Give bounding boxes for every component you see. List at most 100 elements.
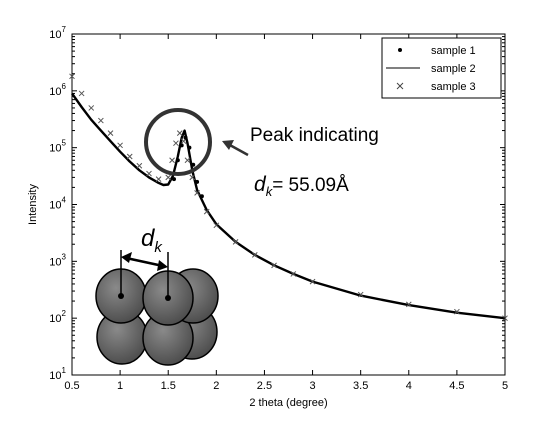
x-marker-stroke [146, 170, 152, 177]
series-sample-3-point [454, 308, 460, 315]
x-marker-stroke [271, 262, 277, 269]
x-tick-label: 3 [309, 380, 315, 392]
x-tick-label: 5 [502, 380, 508, 392]
peak-highlight-circle [144, 108, 212, 176]
legend-label-sample-3: sample 3 [431, 81, 476, 93]
x-marker-stroke [136, 162, 143, 169]
x-marker-stroke [78, 90, 85, 97]
x-marker-stroke [194, 190, 200, 196]
series-sample-1-point [183, 135, 188, 140]
x-tick-label: 4.5 [449, 380, 464, 392]
spacing-value: dk= 55.09Å [254, 173, 349, 199]
legend-marker-sample-1 [398, 48, 402, 52]
x-marker-stroke [184, 157, 191, 164]
x-marker-stroke [117, 142, 123, 149]
series-sample-3-point [357, 291, 364, 298]
series-sample-3-point [78, 90, 85, 97]
y-tick-label: 105 [49, 139, 66, 155]
x-marker-stroke [173, 140, 179, 147]
series-sample-1-point [175, 158, 180, 163]
series-sample-3-point [88, 105, 95, 111]
peak-arrow-head [222, 140, 234, 150]
x-tick-label: 4 [406, 380, 412, 392]
x-tick-label: 2 [213, 380, 219, 392]
spacing-arrow-head-left [121, 252, 132, 263]
x-marker-stroke [155, 176, 162, 182]
series-sample-3-point [290, 271, 297, 277]
x-marker-stroke [309, 278, 316, 285]
x-marker-stroke [290, 271, 297, 277]
y-tick-label: 106 [49, 82, 66, 98]
series-sample-3-point [271, 262, 277, 269]
peak-annotation-text: Peak indicating [250, 125, 379, 146]
x-tick-label: 0.5 [64, 380, 79, 392]
y-tick-label: 101 [49, 366, 66, 382]
series-sample-3-point [184, 157, 191, 164]
x-tick-label: 1.5 [161, 380, 176, 392]
series-sample-3-point [194, 190, 200, 196]
y-tick-label: 102 [49, 309, 66, 325]
series-sample-3-point [189, 174, 196, 181]
y-axis-label: Intensity [27, 184, 39, 225]
legend-marker-sample-3 [396, 82, 404, 90]
series-sample-2-line [71, 92, 506, 320]
series-sample-3-point [165, 174, 172, 181]
x-marker-stroke [251, 252, 258, 258]
legend: sample 1 sample 2 sample 3 [381, 37, 502, 99]
inset-spacing-label: dk [141, 225, 163, 256]
x-marker-stroke [176, 130, 183, 137]
legend-label-sample-1: sample 1 [431, 45, 476, 57]
x-marker-stroke [189, 174, 196, 181]
spacing-arrow-shaft [125, 256, 164, 268]
series-sample-1-point [187, 145, 192, 150]
peak-arrow-shaft [227, 142, 249, 157]
legend-label-sample-2: sample 2 [431, 63, 476, 75]
series-sample-1-point [191, 162, 196, 167]
series-sample-3-point [232, 239, 239, 245]
series-sample-3-point [126, 153, 133, 160]
series-sample-3-point [155, 176, 162, 182]
series-sample-3-point [176, 130, 183, 137]
series-sample-3-point [69, 73, 75, 80]
x-tick-label: 3.5 [353, 380, 368, 392]
x-marker-stroke [357, 291, 364, 298]
sphere-packing-inset: dk [95, 225, 219, 366]
x-marker-stroke [126, 153, 133, 160]
series-sample-3-point [169, 157, 175, 164]
x-tick-label: 2.5 [257, 380, 272, 392]
series-sample-3-point [146, 170, 152, 177]
y-tick-label: 104 [49, 196, 66, 212]
x-marker-stroke [98, 117, 104, 124]
x-marker-stroke [69, 73, 75, 80]
series-sample-3-point [98, 117, 104, 124]
series-sample-3-point [117, 142, 123, 149]
series-sample-3-point [251, 252, 258, 258]
y-tick-label: 103 [49, 252, 66, 268]
series-layer [69, 73, 508, 322]
spacing-arrow-head-right [157, 260, 168, 271]
x-marker-stroke [203, 208, 210, 215]
x-marker-stroke [405, 301, 412, 308]
series-sample-3-point [173, 140, 179, 147]
y-tick-label: 107 [49, 25, 66, 41]
series-sample-3-point [203, 208, 210, 215]
x-marker-stroke [107, 130, 114, 137]
x-axis-label: 2 theta (degree) [249, 397, 327, 409]
x-marker-stroke [454, 308, 460, 315]
x-marker-stroke [88, 105, 95, 111]
x-marker-stroke [169, 157, 175, 164]
series-sample-3-point [213, 222, 220, 229]
x-marker-stroke [232, 239, 239, 245]
peak-annotation: Peak indicating dk= 55.09Å [144, 108, 379, 199]
x-marker-stroke [165, 174, 172, 181]
series-sample-1-point [195, 179, 200, 184]
series-sample-1-point [199, 194, 204, 199]
series-sample-3-point [309, 278, 316, 285]
x-tick-label: 1 [117, 380, 123, 392]
series-sample-3-point [136, 162, 143, 169]
x-marker-stroke [213, 222, 220, 229]
ticks-layer: 0.5 1 1.5 2 2.5 3 3.5 4 4.5 5 101 102 103 104 105 106 10… [49, 25, 508, 392]
series-sample-1-point [171, 177, 176, 182]
